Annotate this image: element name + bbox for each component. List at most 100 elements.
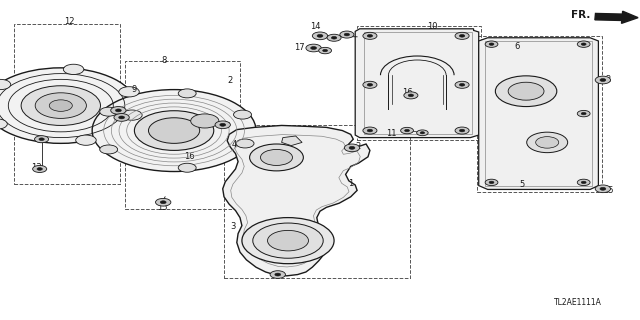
Circle shape	[0, 79, 11, 90]
Circle shape	[581, 181, 586, 184]
Text: 16: 16	[184, 152, 195, 161]
Bar	[14, 24, 120, 184]
Bar	[357, 26, 481, 140]
Circle shape	[236, 139, 254, 148]
Circle shape	[460, 129, 465, 132]
Circle shape	[160, 201, 166, 204]
Circle shape	[0, 119, 7, 129]
Circle shape	[367, 129, 372, 132]
Circle shape	[319, 47, 332, 54]
Circle shape	[577, 41, 590, 47]
Circle shape	[317, 34, 323, 37]
Circle shape	[455, 127, 469, 134]
Text: 6: 6	[515, 42, 520, 51]
Bar	[477, 36, 602, 192]
Circle shape	[460, 84, 465, 86]
Circle shape	[577, 179, 590, 186]
Text: 11: 11	[387, 129, 397, 138]
Text: 15: 15	[271, 271, 282, 280]
Circle shape	[401, 127, 413, 134]
Circle shape	[344, 33, 349, 36]
Polygon shape	[479, 38, 598, 189]
Text: 14: 14	[310, 22, 320, 31]
Circle shape	[76, 135, 96, 145]
Circle shape	[404, 92, 418, 99]
Circle shape	[35, 136, 49, 143]
Circle shape	[489, 43, 494, 45]
Circle shape	[100, 145, 118, 154]
Circle shape	[191, 114, 219, 128]
Circle shape	[408, 94, 413, 97]
Circle shape	[600, 187, 606, 190]
Circle shape	[21, 86, 100, 125]
Text: 9: 9	[132, 85, 137, 94]
Circle shape	[349, 146, 355, 149]
Circle shape	[63, 64, 84, 75]
Circle shape	[581, 112, 586, 115]
Circle shape	[268, 230, 308, 251]
Text: 12: 12	[64, 17, 74, 26]
Circle shape	[600, 78, 606, 82]
Text: FR.: FR.	[571, 10, 590, 20]
Circle shape	[455, 32, 469, 39]
Circle shape	[242, 218, 334, 264]
Circle shape	[327, 34, 341, 41]
Circle shape	[581, 43, 586, 45]
Circle shape	[460, 35, 465, 37]
Circle shape	[275, 273, 281, 276]
Circle shape	[253, 223, 323, 258]
Text: 5: 5	[519, 180, 524, 189]
Circle shape	[363, 127, 377, 134]
Text: 2: 2	[605, 76, 611, 84]
Circle shape	[595, 185, 611, 193]
Circle shape	[92, 90, 256, 172]
Text: 2: 2	[356, 142, 361, 151]
Circle shape	[114, 114, 129, 121]
Circle shape	[115, 109, 122, 112]
Circle shape	[536, 137, 559, 148]
Polygon shape	[355, 29, 479, 138]
Bar	[224, 125, 410, 278]
Circle shape	[508, 82, 544, 100]
Circle shape	[119, 87, 140, 97]
Circle shape	[455, 81, 469, 88]
Circle shape	[100, 107, 118, 116]
Text: 17: 17	[294, 43, 305, 52]
Circle shape	[220, 123, 226, 126]
Circle shape	[118, 116, 125, 119]
Circle shape	[363, 32, 377, 39]
Text: 13: 13	[31, 164, 42, 172]
Bar	[485, 41, 592, 186]
Circle shape	[340, 31, 354, 38]
Bar	[364, 32, 472, 134]
Circle shape	[35, 93, 86, 118]
Polygon shape	[223, 125, 370, 276]
Circle shape	[215, 121, 230, 129]
Circle shape	[577, 110, 590, 117]
Circle shape	[310, 46, 317, 50]
Text: 16: 16	[402, 88, 412, 97]
Text: 1: 1	[348, 179, 353, 188]
Text: 15: 15	[603, 186, 613, 195]
Circle shape	[156, 198, 171, 206]
Circle shape	[234, 110, 252, 119]
Text: TL2AE1111A: TL2AE1111A	[554, 298, 602, 307]
Circle shape	[39, 138, 44, 140]
Circle shape	[495, 76, 557, 107]
Circle shape	[420, 132, 424, 134]
Text: 4: 4	[232, 140, 237, 149]
Circle shape	[417, 130, 428, 136]
Circle shape	[595, 76, 611, 84]
Circle shape	[404, 129, 410, 132]
Circle shape	[49, 100, 72, 111]
Circle shape	[527, 132, 568, 153]
Circle shape	[485, 41, 498, 47]
Circle shape	[260, 149, 292, 165]
FancyArrow shape	[595, 11, 638, 23]
Circle shape	[33, 165, 47, 172]
Circle shape	[111, 107, 126, 114]
Text: 10: 10	[427, 22, 437, 31]
Circle shape	[323, 49, 328, 52]
Text: 8: 8	[161, 56, 166, 65]
Circle shape	[37, 168, 42, 170]
